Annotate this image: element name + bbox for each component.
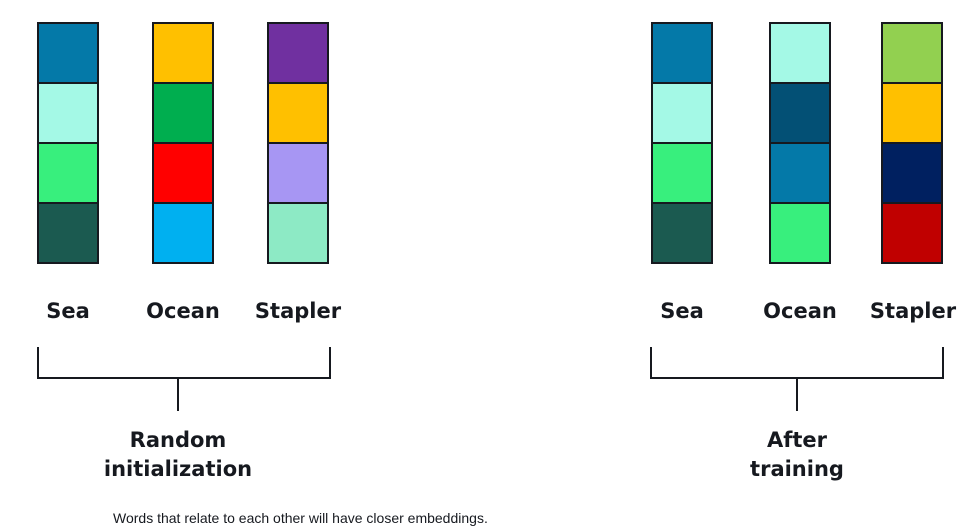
word-label-ocean: Ocean — [763, 299, 837, 323]
embedding-cell — [881, 22, 943, 84]
embedding-cell — [37, 82, 99, 144]
panel-label-random: Random initialization — [48, 426, 308, 484]
embedding-column-ocean-random — [152, 22, 214, 264]
embedding-column-sea-trained — [651, 22, 713, 264]
embedding-cell — [152, 142, 214, 204]
embedding-cell — [37, 22, 99, 84]
panel-label-trained: After training — [667, 426, 927, 484]
panel-label-line: After — [766, 428, 828, 452]
embedding-cell — [651, 142, 713, 204]
embedding-cell — [881, 82, 943, 144]
embedding-column-stapler-random — [267, 22, 329, 264]
word-label-ocean: Ocean — [146, 299, 220, 323]
word-label-stapler: Stapler — [869, 299, 957, 323]
panel-label-line: training — [750, 457, 844, 481]
embedding-cell — [769, 22, 831, 84]
word-label-sea: Sea — [46, 299, 90, 323]
embedding-column-sea-random — [37, 22, 99, 264]
embedding-cell — [267, 202, 329, 264]
embedding-cell — [267, 22, 329, 84]
embedding-cell — [152, 202, 214, 264]
bracket-random — [37, 347, 331, 411]
embedding-cell — [881, 202, 943, 264]
embedding-cell — [651, 202, 713, 264]
word-label-stapler: Stapler — [254, 299, 342, 323]
word-label-sea: Sea — [660, 299, 704, 323]
embedding-column-ocean-trained — [769, 22, 831, 264]
embedding-cell — [769, 202, 831, 264]
embedding-column-stapler-trained — [881, 22, 943, 264]
panel-label-line: Random — [129, 428, 227, 452]
caption: Words that relate to each other will hav… — [113, 510, 488, 526]
bracket-trained — [650, 347, 944, 411]
embedding-cell — [267, 142, 329, 204]
embedding-cell — [152, 82, 214, 144]
embedding-cell — [37, 202, 99, 264]
panel-label-line: initialization — [103, 457, 253, 481]
